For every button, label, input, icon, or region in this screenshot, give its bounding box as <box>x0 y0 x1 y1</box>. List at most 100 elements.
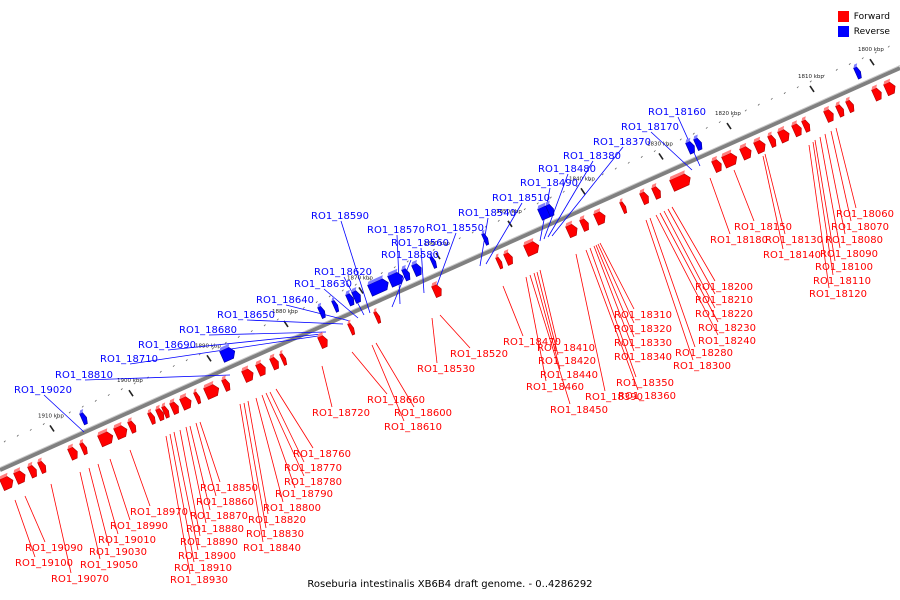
forward-gene-label: RO1_18310 <box>614 310 672 321</box>
reverse-gene-label: RO1_18590 <box>311 211 369 222</box>
reverse-gene <box>79 409 88 426</box>
reverse-gene <box>317 302 326 319</box>
scale-major-tick <box>726 122 732 130</box>
forward-gene-label: RO1_18910 <box>174 563 232 574</box>
forward-gene-label: RO1_18230 <box>698 323 756 334</box>
forward-connector <box>261 394 296 489</box>
reverse-connector <box>340 220 371 314</box>
reverse-connector <box>547 160 594 238</box>
reverse-gene-label: RO1_18170 <box>621 122 679 133</box>
reverse-connector <box>551 146 624 237</box>
scale-major-tick <box>358 286 364 294</box>
forward-gene <box>155 404 165 422</box>
forward-gene <box>27 461 37 479</box>
forward-gene-label: RO1_18330 <box>614 338 672 349</box>
scale-tick <box>848 62 851 66</box>
scale-tick <box>471 231 474 234</box>
forward-gene-label: RO1_18320 <box>614 324 672 335</box>
forward-connector <box>663 210 716 309</box>
forward-gene <box>97 428 114 448</box>
forward-gene-label: RO1_18280 <box>675 348 733 359</box>
scale-tick <box>133 382 136 385</box>
forward-gene <box>503 249 513 266</box>
forward-connector <box>275 388 314 449</box>
forward-gene <box>593 208 606 226</box>
scale-tick <box>393 266 396 269</box>
forward-gene <box>495 253 504 270</box>
reverse-gene-label: RO1_18650 <box>217 310 275 321</box>
forward-connector <box>733 169 755 222</box>
reverse-gene-label: RO1_18510 <box>492 193 550 204</box>
scale-tick <box>302 306 305 309</box>
reverse-gene-label: RO1_18810 <box>55 370 113 381</box>
forward-gene <box>269 353 279 371</box>
forward-gene-label: RO1_18880 <box>186 524 244 535</box>
scale-label: 1890 kbp <box>195 343 221 349</box>
forward-connector <box>265 392 305 477</box>
scale-tick <box>42 423 45 426</box>
forward-connector <box>169 433 195 563</box>
scale-label: 1880 kbp <box>272 309 298 315</box>
scale-label: 1860 kbp <box>424 241 450 247</box>
forward-connector <box>824 133 846 235</box>
forward-connector <box>439 314 471 349</box>
scale-label: 1870 kbp <box>347 275 373 281</box>
genome-caption: Roseburia intestinalis XB6B4 draft genom… <box>307 579 593 590</box>
legend-reverse: Reverse <box>837 24 890 39</box>
scale-tick <box>224 341 227 344</box>
forward-connector <box>97 463 119 535</box>
forward-gene <box>767 131 777 148</box>
forward-gene-label: RO1_18790 <box>275 489 333 500</box>
forward-connector <box>243 402 267 529</box>
forward-connector <box>667 208 716 295</box>
forward-gene-label: RO1_19030 <box>89 547 147 558</box>
scale-tick <box>783 92 786 95</box>
forward-gene <box>835 101 845 118</box>
forward-gene-label: RO1_18520 <box>450 349 508 360</box>
forward-connector <box>14 499 36 558</box>
forward-gene <box>193 388 202 405</box>
forward-connector <box>195 422 217 497</box>
forward-gene-label: RO1_18350 <box>616 378 674 389</box>
forward-connector <box>830 130 852 222</box>
forward-gene-label: RO1_18610 <box>384 422 442 433</box>
forward-gene-label: RO1_18890 <box>180 537 238 548</box>
backbone-highlight <box>0 65 900 468</box>
scale-tick <box>432 248 435 251</box>
forward-gene <box>883 78 896 97</box>
reverse-connector <box>650 131 693 171</box>
forward-connector <box>709 177 731 235</box>
forward-gene-label: RO1_18130 <box>765 235 823 246</box>
forward-gene-label: RO1_18410 <box>537 343 595 354</box>
scale-tick <box>809 80 812 83</box>
forward-gene-label: RO1_18460 <box>526 382 584 393</box>
forward-connector <box>808 144 830 289</box>
scale-tick <box>692 132 695 135</box>
scale-major-tick <box>128 389 134 397</box>
scale-tick <box>757 103 760 106</box>
forward-gene-label: RO1_19050 <box>80 560 138 571</box>
reverse-connector <box>420 247 425 294</box>
reverse-gene <box>693 134 703 151</box>
forward-connector <box>645 219 694 361</box>
scale-tick <box>588 179 591 182</box>
reverse-connector <box>435 232 457 289</box>
forward-connector <box>79 471 101 560</box>
forward-connector <box>24 495 46 543</box>
reverse-gene-label: RO1_18580 <box>381 250 439 261</box>
reverse-gene-label: RO1_19020 <box>14 385 72 396</box>
forward-gene <box>147 408 156 425</box>
forward-connector <box>199 421 221 483</box>
forward-gene-label: RO1_18990 <box>110 521 168 532</box>
scale-tick <box>497 219 500 222</box>
scale-tick <box>770 97 773 100</box>
reverse-gene <box>685 137 695 155</box>
forward-connector <box>764 153 786 235</box>
scale-major-tick <box>658 152 664 160</box>
reverse-gene <box>219 343 236 363</box>
forward-gene <box>801 116 811 133</box>
forward-gene-label: RO1_18780 <box>284 477 342 488</box>
forward-gene <box>753 136 766 155</box>
forward-gene <box>739 142 752 161</box>
reverse-gene-label: RO1_18710 <box>100 354 158 365</box>
